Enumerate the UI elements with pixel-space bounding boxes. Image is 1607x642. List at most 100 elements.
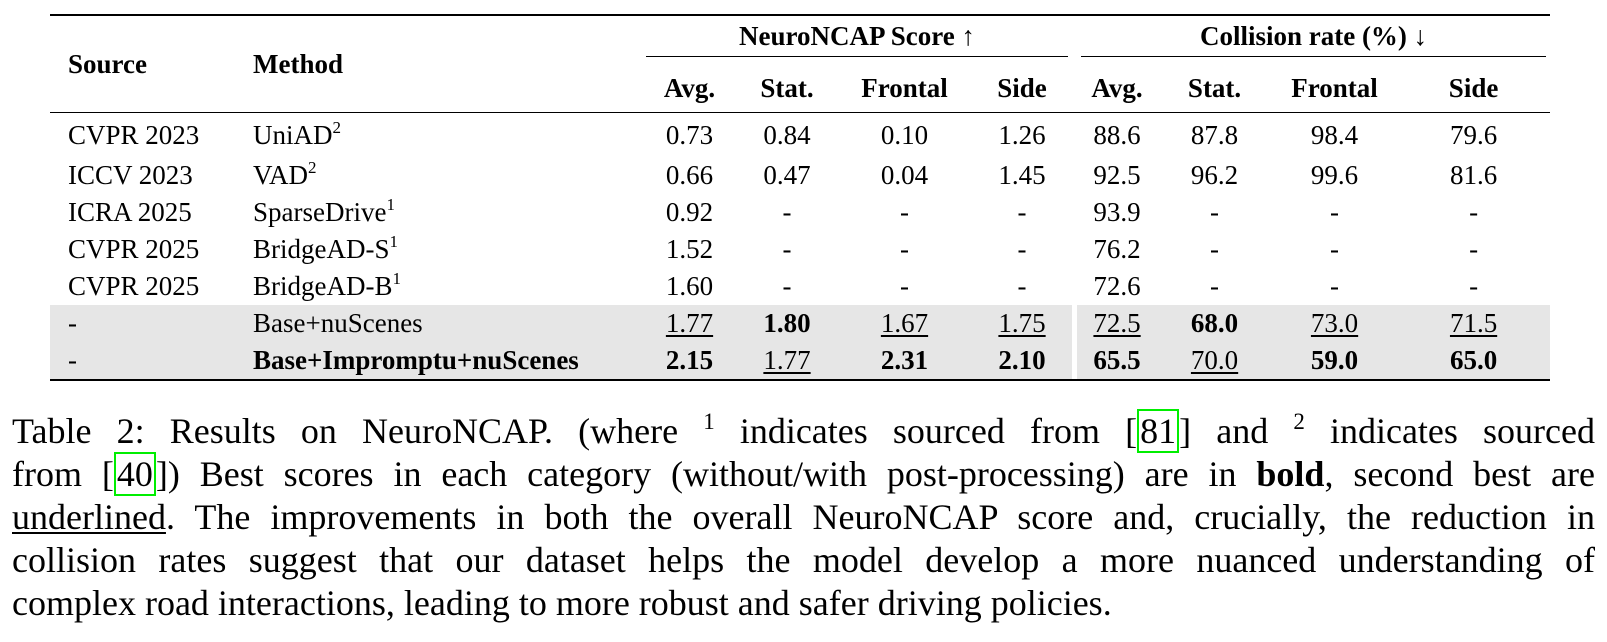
source-cell: - xyxy=(50,342,237,380)
value-text: 76.2 xyxy=(1093,234,1141,264)
collision-cell: 73.0 xyxy=(1272,305,1398,342)
score-cell: 1.77 xyxy=(737,342,837,380)
method-name: Base+nuScenes xyxy=(253,308,423,338)
collision-stat-header: Stat. xyxy=(1187,72,1242,103)
collision-cell: 96.2 xyxy=(1157,157,1272,194)
score-cell: - xyxy=(837,194,972,231)
score-cell: 1.52 xyxy=(642,231,737,268)
collision-cell: 88.6 xyxy=(1077,113,1157,158)
column-gap xyxy=(1072,268,1078,305)
collision-cell: - xyxy=(1397,194,1550,231)
caption-text: ] and xyxy=(1179,411,1294,451)
table-row: CVPR 2025 BridgeAD-S1 1.52 - - - 76.2 - - - xyxy=(50,231,1550,268)
group-header-row: Source Method NeuroNCAP Score ↑ Collisio… xyxy=(50,15,1551,77)
caption-text: from [ xyxy=(12,454,114,494)
value-text: 71.5 xyxy=(1449,308,1498,338)
source-header: Source xyxy=(68,48,147,79)
source-cell: - xyxy=(50,305,237,342)
score-cell: - xyxy=(837,231,972,268)
column-gap xyxy=(1072,112,1078,157)
score-cell: 0.66 xyxy=(642,157,737,194)
value-text: 1.77 xyxy=(763,345,811,375)
citation-link-81[interactable]: 81 xyxy=(1137,409,1180,453)
value-text: - xyxy=(1017,234,1027,264)
value-text: - xyxy=(782,234,792,264)
collision-cell: - xyxy=(1397,268,1550,305)
value-text: 1.45 xyxy=(998,160,1046,190)
table-row: - Base+Impromptu+nuScenes 2.15 1.77 2.31 2.10… xyxy=(50,342,1551,380)
score-cell: 2.10 xyxy=(972,342,1073,380)
table-row: - Base+nuScenes 1.77 1.80 1.67 1.75 72.5 68.0 73… xyxy=(50,305,1551,342)
value-text: 87.8 xyxy=(1190,119,1239,150)
score-cell: 1.75 xyxy=(972,305,1073,342)
method-name: UniAD xyxy=(253,119,333,150)
value-text: - xyxy=(1469,197,1479,227)
collision-cell: 98.4 xyxy=(1272,113,1397,158)
score-cell: 2.15 xyxy=(642,342,737,380)
score-cell: 0.04 xyxy=(837,157,972,194)
value-text: 68.0 xyxy=(1190,308,1239,338)
value-text: 0.73 xyxy=(665,119,714,150)
source-cell: CVPR 2025 xyxy=(68,271,200,301)
collision-cell: 81.6 xyxy=(1397,157,1550,194)
value-text: 1.80 xyxy=(763,308,811,338)
method-source-superscript: 2 xyxy=(308,158,317,177)
value-text: 88.6 xyxy=(1093,119,1141,150)
collision-cell: - xyxy=(1397,231,1550,268)
method-cell: VAD2 xyxy=(237,157,642,194)
method-name: SparseDrive xyxy=(253,197,387,227)
value-text: - xyxy=(1210,271,1220,301)
collision-cell: - xyxy=(1157,268,1272,305)
column-gap xyxy=(1072,157,1078,194)
column-gap xyxy=(1072,305,1078,342)
table-row: CVPR 2023 UniAD2 0.73 0.84 0.10 1.26 88.6 87.8 9… xyxy=(50,112,1551,158)
value-text: 1.60 xyxy=(665,271,714,301)
method-cell: SparseDrive1 xyxy=(237,194,642,231)
source-cell: CVPR 2025 xyxy=(68,234,200,264)
method-name: BridgeAD-S xyxy=(253,234,390,264)
score-cell: 0.73 xyxy=(642,113,737,158)
value-text: 0.92 xyxy=(665,197,714,227)
collision-cell: 99.6 xyxy=(1272,157,1397,194)
score-stat-header: Stat. xyxy=(760,72,814,103)
collision-cell: 92.5 xyxy=(1077,157,1157,194)
caption-superscript: 1 xyxy=(703,409,715,434)
score-cell: 0.10 xyxy=(837,113,972,158)
value-text: 93.9 xyxy=(1093,197,1141,227)
value-text: 81.6 xyxy=(1449,160,1498,190)
value-text: 65.0 xyxy=(1449,345,1498,375)
table-body: CVPR 2023 UniAD2 0.73 0.84 0.10 1.26 88.6 87.8 9… xyxy=(50,112,1551,380)
collision-cell: - xyxy=(1157,194,1272,231)
value-text: - xyxy=(1210,234,1220,264)
value-text: - xyxy=(900,271,909,301)
value-text: 1.75 xyxy=(998,308,1046,338)
score-cell: 2.31 xyxy=(837,342,972,380)
value-text: - xyxy=(1330,197,1340,227)
score-group-rule xyxy=(646,56,1069,57)
caption-line-2: from [40]) Best scores in each category … xyxy=(12,452,1595,496)
value-text: 2.15 xyxy=(665,345,714,375)
caption-text: ]) Best scores in each category (without… xyxy=(155,454,1257,494)
method-source-superscript: 1 xyxy=(389,232,399,251)
value-text: 72.6 xyxy=(1093,271,1141,301)
collision-cell: 65.0 xyxy=(1397,342,1551,380)
value-text: 65.5 xyxy=(1093,345,1141,375)
score-group-header: NeuroNCAP Score ↑ xyxy=(642,15,1072,64)
value-text: 2.31 xyxy=(880,345,929,375)
source-cell: ICCV 2023 xyxy=(68,160,193,190)
score-cell: - xyxy=(737,194,837,231)
citation-link-40[interactable]: 40 xyxy=(113,452,156,496)
table-row: ICRA 2025 SparseDrive1 0.92 - - - 93.9 - - - xyxy=(50,194,1550,231)
value-text: 0.66 xyxy=(665,160,714,190)
method-name: Base+Impromptu+nuScenes xyxy=(253,345,579,375)
caption-line-5: complex road interactions, leading to mo… xyxy=(12,583,1112,623)
collision-cell: 76.2 xyxy=(1077,231,1157,268)
value-text: 92.5 xyxy=(1093,160,1141,190)
table-row: ICCV 2023 VAD2 0.66 0.47 0.04 1.45 92.5 96.2 99.… xyxy=(50,157,1550,194)
method-source-superscript: 1 xyxy=(386,195,395,214)
method-header: Method xyxy=(253,48,343,79)
column-gap xyxy=(1072,231,1078,268)
value-text: 99.6 xyxy=(1310,160,1359,190)
collision-cell: 65.5 xyxy=(1077,342,1158,380)
caption-text: indicates sourced from [ xyxy=(714,411,1138,451)
